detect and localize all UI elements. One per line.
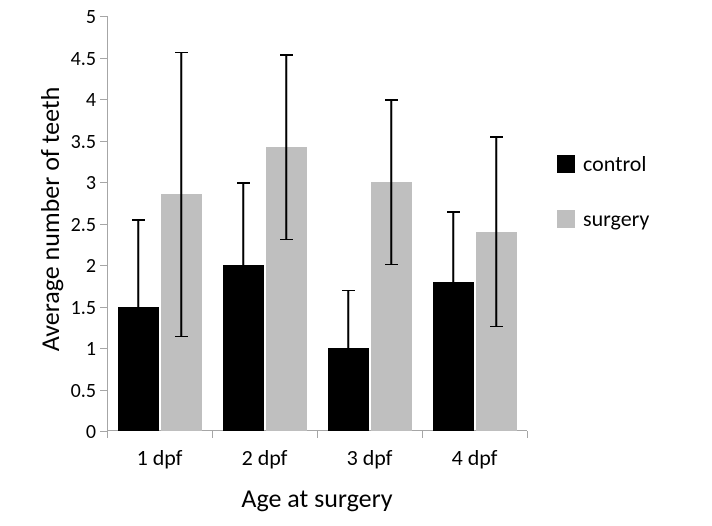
x-tick — [317, 431, 318, 438]
y-tick — [100, 99, 107, 100]
y-tick-label: 0.5 — [71, 379, 96, 403]
surgery-bar — [371, 182, 412, 431]
y-tick-label: 3.5 — [71, 130, 96, 154]
y-tick — [100, 224, 107, 225]
surgery-bar — [266, 147, 307, 431]
x-tick — [107, 431, 108, 438]
y-tick-label: 1.5 — [71, 296, 96, 320]
y-tick — [100, 16, 107, 17]
y-tick — [100, 431, 107, 432]
x-tick — [422, 431, 423, 438]
y-tick-label: 4 — [86, 88, 96, 112]
y-tick-label: 3 — [86, 171, 96, 195]
legend-swatch-surgery — [557, 210, 575, 228]
y-tick-label: 1 — [86, 337, 96, 361]
y-tick — [100, 141, 107, 142]
legend-item-surgery: surgery — [557, 205, 649, 232]
control-bar — [328, 348, 369, 431]
y-axis-line — [107, 16, 108, 431]
y-axis-title: Average number of teeth — [34, 59, 66, 379]
x-category-label: 1 dpf — [107, 444, 212, 471]
x-tick — [527, 431, 528, 438]
y-tick-label: 0 — [86, 420, 96, 444]
y-tick — [100, 265, 107, 266]
y-tick — [100, 348, 107, 349]
legend-swatch-control — [557, 155, 575, 173]
legend-label-surgery: surgery — [583, 205, 649, 232]
x-axis-title: Age at surgery — [107, 482, 527, 514]
y-tick-label: 2.5 — [71, 213, 96, 237]
control-bar — [223, 265, 264, 431]
surgery-bar — [161, 194, 202, 431]
surgery-bar — [476, 232, 517, 431]
y-tick-label: 4.5 — [71, 47, 96, 71]
y-tick-label: 2 — [86, 254, 96, 278]
plot-area — [107, 16, 527, 431]
chart: Average number of teeth Age at surgery c… — [0, 0, 712, 526]
y-tick — [100, 182, 107, 183]
y-tick — [100, 307, 107, 308]
y-tick — [100, 390, 107, 391]
x-tick — [212, 431, 213, 438]
y-tick — [100, 58, 107, 59]
control-bar — [433, 282, 474, 431]
control-bar — [118, 307, 159, 432]
legend-label-control: control — [583, 150, 646, 177]
y-tick-label: 5 — [86, 5, 96, 29]
x-category-label: 3 dpf — [317, 444, 422, 471]
x-category-label: 4 dpf — [422, 444, 527, 471]
x-category-label: 2 dpf — [212, 444, 317, 471]
legend-item-control: control — [557, 150, 646, 177]
